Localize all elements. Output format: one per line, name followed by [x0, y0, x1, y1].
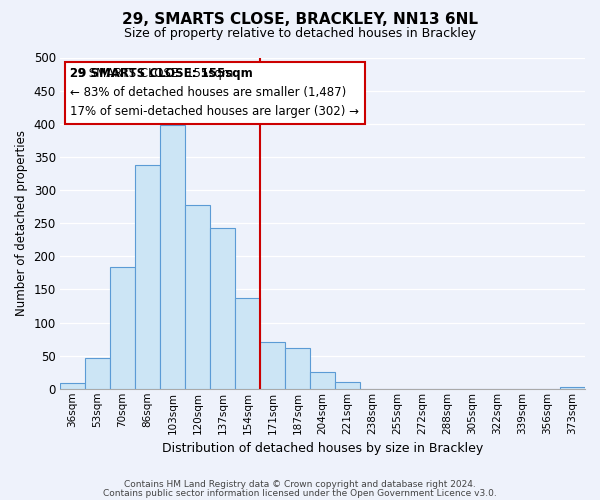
Bar — [135, 165, 160, 389]
Bar — [160, 125, 185, 389]
Y-axis label: Number of detached properties: Number of detached properties — [15, 130, 28, 316]
Bar — [185, 205, 210, 389]
Bar — [310, 372, 335, 389]
Bar — [285, 348, 310, 389]
Text: Contains HM Land Registry data © Crown copyright and database right 2024.: Contains HM Land Registry data © Crown c… — [124, 480, 476, 489]
Bar — [110, 267, 135, 389]
Bar — [260, 342, 285, 389]
Text: 29 SMARTS CLOSE: 155sqm
← 83% of detached houses are smaller (1,487)
17% of semi: 29 SMARTS CLOSE: 155sqm ← 83% of detache… — [70, 68, 359, 118]
Text: Size of property relative to detached houses in Brackley: Size of property relative to detached ho… — [124, 28, 476, 40]
Bar — [335, 382, 360, 389]
Text: 29 SMARTS CLOSE: 155sqm: 29 SMARTS CLOSE: 155sqm — [70, 68, 253, 80]
X-axis label: Distribution of detached houses by size in Brackley: Distribution of detached houses by size … — [162, 442, 483, 455]
Bar — [235, 298, 260, 389]
Bar — [60, 383, 85, 389]
Text: Contains public sector information licensed under the Open Government Licence v3: Contains public sector information licen… — [103, 488, 497, 498]
Bar — [210, 228, 235, 389]
Bar — [85, 358, 110, 389]
Bar — [560, 388, 585, 389]
Text: 29, SMARTS CLOSE, BRACKLEY, NN13 6NL: 29, SMARTS CLOSE, BRACKLEY, NN13 6NL — [122, 12, 478, 28]
